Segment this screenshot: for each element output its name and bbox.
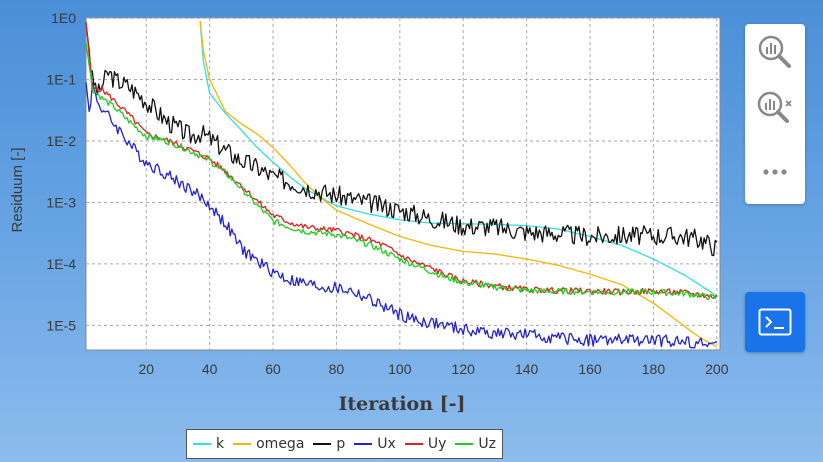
terminal-icon (758, 308, 792, 336)
y-tick-label: 1E-1 (46, 71, 76, 87)
series-line-ux (85, 81, 718, 349)
legend-label: omega (256, 436, 305, 452)
series-line-p (85, 22, 718, 257)
legend-swatch (313, 443, 332, 445)
x-tick-labels: 20 40 60 80 100 120 140 160 180 200 (138, 361, 728, 377)
series-line-k (199, 20, 718, 297)
y-tick-label: 1E-5 (46, 317, 76, 333)
y-tick-label: 1E-3 (46, 194, 76, 210)
legend-item-k: k (193, 436, 224, 452)
y-tick-label: 1E0 (51, 10, 76, 26)
terminal-button[interactable] (745, 292, 805, 352)
legend-label: k (216, 436, 225, 452)
legend-label: p (336, 436, 346, 452)
x-axis-label: Iteration [-] (338, 393, 465, 415)
legend-swatch (404, 443, 423, 445)
legend-swatch (455, 443, 474, 445)
chart-legend: k omega p Ux Uy Uz (186, 429, 503, 459)
zoom-chart-icon (758, 35, 791, 68)
y-axis-label: Residuum [-] (9, 147, 26, 232)
legend-item-p: p (313, 436, 345, 452)
legend-swatch (193, 443, 211, 445)
legend-label: Ux (377, 436, 396, 452)
y-tick-label: 1E-2 (46, 133, 76, 149)
x-tick-label: 120 (452, 361, 476, 377)
chart-tools-panel (745, 24, 805, 204)
x-tick-label: 200 (705, 361, 729, 377)
grid-lines (86, 17, 720, 350)
legend-item-uz: Uz (455, 436, 496, 452)
legend-item-omega: omega (233, 436, 304, 452)
more-options-icon (763, 169, 787, 175)
legend-label: Uz (478, 436, 496, 452)
legend-swatch (233, 443, 252, 445)
legend-swatch (354, 443, 373, 445)
zoom-chart-button[interactable] (753, 30, 797, 74)
series-line-uz (85, 42, 718, 300)
y-tick-label: 1E-4 (46, 256, 76, 272)
y-tick-labels: 1E0 1E-1 1E-2 1E-3 1E-4 1E-5 (46, 10, 76, 333)
x-tick-label: 180 (642, 361, 666, 377)
reset-zoom-icon (757, 91, 792, 123)
x-tick-label: 160 (578, 361, 602, 377)
reset-zoom-button[interactable] (753, 86, 797, 130)
legend-item-ux: Ux (354, 436, 396, 452)
x-tick-label: 60 (265, 361, 281, 377)
x-tick-label: 40 (202, 361, 218, 377)
x-tick-label: 100 (388, 361, 412, 377)
more-options-button[interactable] (753, 150, 797, 194)
x-tick-label: 140 (515, 361, 539, 377)
series-lines (85, 20, 718, 349)
x-tick-label: 20 (138, 361, 154, 377)
x-tick-label: 80 (329, 361, 345, 377)
legend-item-uy: Uy (404, 436, 447, 452)
legend-label: Uy (427, 436, 447, 452)
